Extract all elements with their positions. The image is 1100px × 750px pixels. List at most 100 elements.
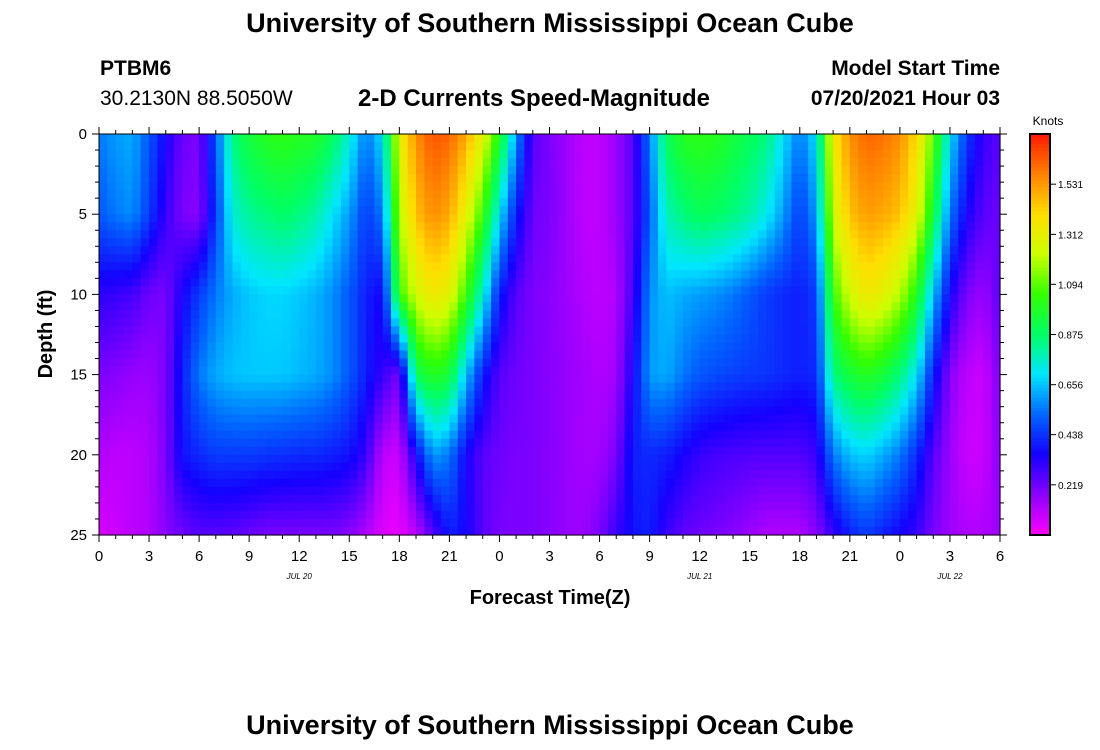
- heatmap-cell: [974, 350, 984, 360]
- heatmap-cell: [416, 206, 425, 215]
- heatmap-cell: [340, 214, 350, 223]
- heatmap-cell: [232, 294, 242, 304]
- heatmap-cell: [474, 174, 484, 183]
- heatmap-cell: [682, 238, 692, 247]
- heatmap-cell: [207, 478, 217, 488]
- heatmap-cell: [958, 478, 968, 488]
- heatmap-cell: [708, 174, 717, 183]
- heatmap-cell: [140, 310, 150, 320]
- heatmap-cell: [516, 358, 526, 368]
- heatmap-cell: [591, 390, 601, 400]
- heatmap-cell: [949, 238, 959, 247]
- heatmap-cell: [966, 478, 976, 488]
- heatmap-cell: [365, 238, 375, 247]
- heatmap-cell: [174, 454, 184, 464]
- heatmap-cell: [224, 454, 234, 464]
- heatmap-cell: [966, 318, 976, 328]
- heatmap-cell: [983, 326, 993, 336]
- heatmap-cell: [174, 262, 184, 271]
- heatmap-cell: [841, 422, 851, 432]
- heatmap-cell: [657, 406, 667, 416]
- heatmap-cell: [966, 238, 976, 247]
- heatmap-cell: [733, 334, 742, 344]
- heatmap-cell: [991, 206, 1001, 215]
- heatmap-cell: [240, 270, 250, 279]
- heatmap-cell: [157, 142, 167, 151]
- heatmap-cell: [365, 302, 375, 312]
- heatmap-cell: [432, 158, 442, 167]
- heatmap-cell: [833, 278, 843, 287]
- heatmap-cell: [908, 430, 918, 440]
- heatmap-cell: [958, 494, 968, 504]
- heatmap-cell: [165, 198, 175, 207]
- heatmap-cell: [449, 150, 459, 159]
- heatmap-cell: [974, 246, 984, 255]
- heatmap-cell: [282, 134, 292, 143]
- heatmap-cell: [99, 334, 108, 344]
- heatmap-cell: [607, 366, 617, 376]
- heatmap-cell: [416, 494, 425, 504]
- heatmap-cell: [315, 206, 325, 215]
- heatmap-cell: [733, 358, 742, 368]
- heatmap-cell: [240, 246, 250, 255]
- heatmap-cell: [966, 350, 976, 360]
- heatmap-cell: [891, 478, 901, 488]
- heatmap-cell: [299, 142, 309, 151]
- heatmap-cell: [816, 326, 826, 336]
- heatmap-cell: [365, 134, 375, 143]
- heatmap-cell: [824, 494, 834, 504]
- heatmap-cell: [958, 230, 968, 239]
- heatmap-cell: [441, 486, 450, 496]
- heatmap-cell: [941, 398, 951, 408]
- heatmap-cell: [232, 270, 242, 279]
- heatmap-cell: [966, 174, 976, 183]
- heatmap-cell: [858, 310, 868, 320]
- heatmap-cell: [733, 390, 742, 400]
- heatmap-cell: [991, 382, 1001, 392]
- heatmap-cell: [799, 182, 809, 191]
- heatmap-cell: [365, 318, 375, 328]
- heatmap-cell: [966, 134, 976, 143]
- heatmap-cell: [916, 214, 926, 223]
- heatmap-cell: [758, 142, 767, 151]
- heatmap-cell: [841, 238, 851, 247]
- heatmap-cell: [207, 334, 217, 344]
- heatmap-cell: [357, 406, 367, 416]
- heatmap-cell: [524, 134, 534, 143]
- heatmap-cell: [766, 278, 776, 287]
- heatmap-cell: [491, 438, 501, 448]
- heatmap-cell: [966, 150, 976, 159]
- heatmap-cell: [290, 438, 300, 448]
- heatmap-cell: [641, 318, 651, 328]
- heatmap-cell: [416, 294, 425, 304]
- heatmap-cell: [649, 294, 659, 304]
- heatmap-cell: [374, 358, 384, 368]
- heatmap-cell: [866, 438, 876, 448]
- heatmap-cell: [908, 174, 918, 183]
- heatmap-cell: [457, 438, 467, 448]
- heatmap-cell: [265, 366, 275, 376]
- heatmap-cell: [174, 182, 184, 191]
- heatmap-cell: [466, 246, 476, 255]
- heatmap-cell: [607, 454, 617, 464]
- heatmap-cell: [315, 494, 325, 504]
- heatmap-cell: [941, 222, 951, 231]
- heatmap-cell: [808, 198, 818, 207]
- heatmap-cell: [290, 454, 300, 464]
- heatmap-cell: [99, 326, 108, 336]
- heatmap-cell: [207, 254, 217, 263]
- heatmap-cell: [541, 470, 551, 480]
- heatmap-cell: [557, 390, 567, 400]
- heatmap-cell: [224, 430, 234, 440]
- heatmap-cell: [899, 382, 909, 392]
- heatmap-cell: [307, 334, 317, 344]
- heatmap-cell: [307, 206, 317, 215]
- heatmap-cell: [574, 454, 584, 464]
- heatmap-cell: [582, 446, 592, 456]
- heatmap-cell: [849, 350, 859, 360]
- heatmap-cell: [407, 326, 417, 336]
- heatmap-cell: [232, 286, 242, 295]
- heatmap-cell: [182, 134, 192, 143]
- heatmap-cell: [824, 470, 834, 480]
- heatmap-cell: [916, 262, 926, 271]
